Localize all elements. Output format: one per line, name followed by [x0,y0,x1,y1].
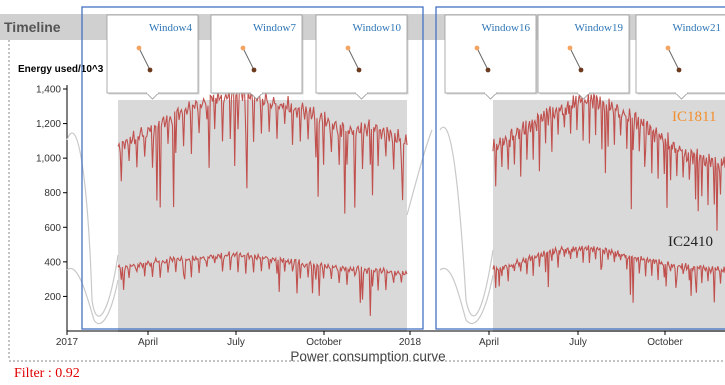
mini-graph-edge [569,47,582,71]
series-line-right [492,92,725,231]
window-card-window16[interactable]: Window16 [444,14,538,100]
window-card-window10[interactable]: Window10 [315,14,409,100]
series-line-left [117,85,408,214]
mini-graph-node-orange [240,45,246,51]
window-card-window21[interactable]: Window21 [635,14,725,100]
window-card-pointer [354,92,369,100]
y-axis-title: Energy used/10^3 [18,64,104,75]
panel-title: Timeline [4,19,61,35]
y-tick-label: 1,000 [36,154,61,165]
window-card-label: Window16 [482,22,531,34]
x-tick-label: October [306,337,342,348]
y-tick-label: 600 [44,223,61,234]
window-card-label: Window21 [673,22,721,34]
context-curve-high-right [439,126,494,317]
brush-region-right[interactable] [493,100,725,332]
mini-graph-node-orange [665,45,671,51]
window-card-window7[interactable]: Window7 [210,14,304,100]
window-card[interactable] [315,14,408,94]
window-card[interactable] [210,14,303,94]
window-card-label: Window10 [353,22,402,34]
x-tick-label: 2017 [56,337,79,348]
mini-graph-node-brown [356,67,362,73]
window-card[interactable] [635,14,725,94]
window-card-label: Window4 [149,22,192,34]
y-tick-label: 800 [44,188,61,199]
context-curves [66,126,494,325]
window-card[interactable] [106,14,199,94]
y-tick-label: 1,400 [36,85,61,96]
mini-graph-node-brown [676,67,682,73]
x-tick-label: 2018 [399,337,422,348]
window-card-pointer [483,92,498,100]
series-line-left [117,250,408,316]
x-tick-label: October [647,337,683,348]
window-group-frame-left[interactable] [81,6,424,330]
mini-graph-edge [667,47,680,71]
x-tick-label: April [138,337,158,348]
y-tick-label: 400 [44,257,61,268]
chart-caption: Power consumption curve [290,349,445,364]
mini-graph-node-orange [136,45,142,51]
brush-region-left[interactable] [118,100,407,332]
window-card-pointer [145,92,160,100]
y-axis: 200 400 600 800 1,000 1,200 1,400 [36,85,68,331]
mini-graph-edge [476,47,489,71]
window-card[interactable] [537,14,630,94]
series-IC2410 [117,245,725,316]
window-card-pointer [674,92,689,100]
mini-graph-node-brown [578,67,584,73]
series-label-low: IC2410 [668,234,713,250]
y-tick-label: 200 [44,292,61,303]
series-label-high: IC1811 [672,109,716,125]
series-IC1811 [117,85,725,231]
filter-label: Filter : 0.92 [14,366,80,381]
mini-graph-node-orange [474,45,480,51]
mini-graph-edge [347,47,360,71]
mini-graph-node-brown [147,67,153,73]
series-line-right [492,245,725,303]
context-curve-high-left [66,132,119,317]
mini-graph-node-orange [345,45,351,51]
x-tick-label: July [569,337,587,348]
x-tick-label: April [479,337,499,348]
window-card[interactable] [444,14,537,94]
context-curve-low-left [66,267,119,325]
context-curve-low-right [439,267,494,325]
mini-graph-node-orange [567,45,573,51]
x-axis: 2017 April July October 2018 April July October [56,330,725,348]
mini-graph-node-brown [251,67,257,73]
window-card-window4[interactable]: Window4 [106,14,200,100]
x-tick-label: July [227,337,245,348]
window-card-window19[interactable]: Window19 [537,14,631,100]
mini-graph-node-brown [485,67,491,73]
window-card-label: Window19 [575,22,624,34]
mini-graph-edge [242,47,255,71]
context-curve-mid [406,129,433,216]
window-group-frame-right[interactable] [435,6,725,330]
mini-graph-edge [138,47,151,71]
y-tick-label: 1,200 [36,119,61,130]
window-card-label: Window7 [253,22,296,34]
